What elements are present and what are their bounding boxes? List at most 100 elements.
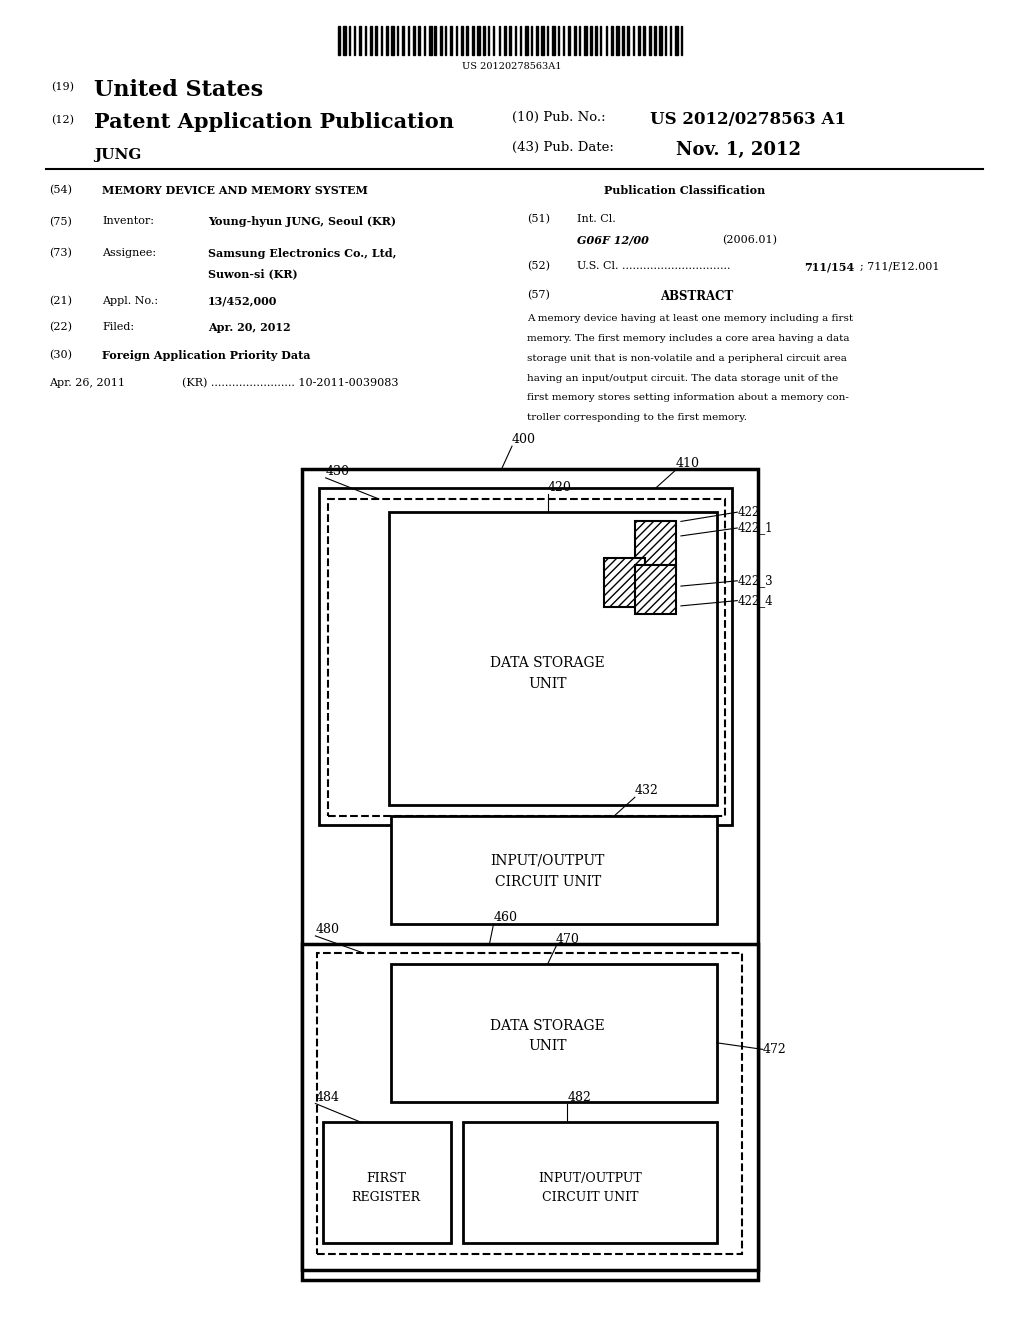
Text: Patent Application Publication: Patent Application Publication <box>94 112 455 132</box>
Text: FIRST
REGISTER: FIRST REGISTER <box>351 1172 421 1204</box>
Text: 472: 472 <box>763 1043 786 1056</box>
Text: 420: 420 <box>548 480 571 494</box>
Bar <box>354 26 355 55</box>
Bar <box>595 26 597 55</box>
Text: (19): (19) <box>51 82 74 92</box>
Bar <box>509 26 511 55</box>
Bar <box>302 944 758 1270</box>
Text: having an input/output circuit. The data storage unit of the: having an input/output circuit. The data… <box>527 374 839 383</box>
Bar <box>319 488 732 825</box>
Text: 711/154: 711/154 <box>804 261 854 272</box>
Text: 400: 400 <box>512 433 536 446</box>
Bar <box>611 26 612 55</box>
Bar <box>386 26 388 55</box>
Text: U.S. Cl. ...............................: U.S. Cl. ............................... <box>577 261 730 272</box>
Bar <box>463 1122 717 1243</box>
Bar <box>413 26 415 55</box>
Bar <box>579 26 581 55</box>
Bar <box>525 26 527 55</box>
Bar <box>402 26 404 55</box>
Bar <box>515 26 516 55</box>
Bar <box>323 1122 451 1243</box>
Bar <box>302 469 758 1280</box>
Text: Appl. No.:: Appl. No.: <box>102 296 159 306</box>
Text: 410: 410 <box>676 457 699 470</box>
Bar <box>338 26 340 55</box>
Bar <box>472 26 474 55</box>
Text: (75): (75) <box>49 216 72 227</box>
Bar <box>600 26 601 55</box>
Bar <box>604 558 645 607</box>
Bar <box>359 26 361 55</box>
Text: (2006.01): (2006.01) <box>722 235 777 246</box>
Bar <box>537 26 539 55</box>
Bar <box>391 964 717 1102</box>
Bar <box>665 26 667 55</box>
Text: (51): (51) <box>527 214 550 224</box>
Text: Filed:: Filed: <box>102 322 134 333</box>
Text: (21): (21) <box>49 296 72 306</box>
Text: troller corresponding to the first memory.: troller corresponding to the first memor… <box>527 413 748 422</box>
Bar <box>590 26 592 55</box>
Bar <box>317 953 742 1254</box>
Bar <box>376 26 377 55</box>
Text: Young-hyun JUNG, Seoul (KR): Young-hyun JUNG, Seoul (KR) <box>208 216 396 227</box>
Bar <box>477 26 480 55</box>
Bar <box>627 26 629 55</box>
Bar <box>328 499 725 816</box>
Text: 430: 430 <box>326 465 349 478</box>
Bar <box>418 26 420 55</box>
Text: ; 711/E12.001: ; 711/E12.001 <box>860 261 940 272</box>
Bar <box>439 26 442 55</box>
Bar <box>391 26 393 55</box>
Text: (22): (22) <box>49 322 72 333</box>
Bar <box>654 26 656 55</box>
Bar <box>487 26 489 55</box>
Bar <box>391 816 717 924</box>
Bar <box>585 26 587 55</box>
Bar <box>635 565 676 614</box>
Text: Nov. 1, 2012: Nov. 1, 2012 <box>676 141 801 160</box>
Text: 484: 484 <box>315 1090 339 1104</box>
Text: Foreign Application Priority Data: Foreign Application Priority Data <box>102 350 311 360</box>
Text: A memory device having at least one memory including a first: A memory device having at least one memo… <box>527 314 853 323</box>
Bar <box>643 26 645 55</box>
Bar <box>520 26 521 55</box>
Text: Apr. 20, 2012: Apr. 20, 2012 <box>208 322 291 333</box>
Bar <box>434 26 436 55</box>
Bar <box>467 26 468 55</box>
Text: Samsung Electronics Co., Ltd,: Samsung Electronics Co., Ltd, <box>208 248 396 259</box>
Bar <box>445 26 446 55</box>
Bar <box>408 26 409 55</box>
Bar <box>348 26 350 55</box>
Text: INPUT/OUTPUT
CIRCUIT UNIT: INPUT/OUTPUT CIRCUIT UNIT <box>538 1172 642 1204</box>
Text: Int. Cl.: Int. Cl. <box>577 214 615 224</box>
Bar <box>557 26 559 55</box>
Bar <box>573 26 577 55</box>
Bar <box>659 26 662 55</box>
Text: 422_1: 422_1 <box>737 521 773 535</box>
Text: 480: 480 <box>315 923 339 936</box>
Text: (57): (57) <box>527 290 550 301</box>
Text: United States: United States <box>94 79 263 102</box>
Bar <box>633 26 634 55</box>
Bar <box>461 26 463 55</box>
Text: (73): (73) <box>49 248 72 259</box>
Bar <box>365 26 366 55</box>
Bar <box>504 26 507 55</box>
Text: ABSTRACT: ABSTRACT <box>660 290 734 304</box>
Text: 13/452,000: 13/452,000 <box>208 296 278 306</box>
Bar <box>542 26 544 55</box>
Bar <box>676 26 678 55</box>
Text: (KR) ........................ 10-2011-0039083: (KR) ........................ 10-2011-00… <box>182 378 398 388</box>
Bar <box>482 26 484 55</box>
Text: 422: 422 <box>737 506 760 519</box>
Bar <box>568 26 570 55</box>
Text: DATA STORAGE
UNIT: DATA STORAGE UNIT <box>490 656 605 690</box>
Bar <box>494 26 495 55</box>
Bar <box>429 26 431 55</box>
Bar <box>635 521 676 570</box>
Text: (54): (54) <box>49 185 72 195</box>
Text: storage unit that is non-volatile and a peripheral circuit area: storage unit that is non-volatile and a … <box>527 354 847 363</box>
Text: DATA STORAGE
UNIT: DATA STORAGE UNIT <box>490 1019 605 1053</box>
